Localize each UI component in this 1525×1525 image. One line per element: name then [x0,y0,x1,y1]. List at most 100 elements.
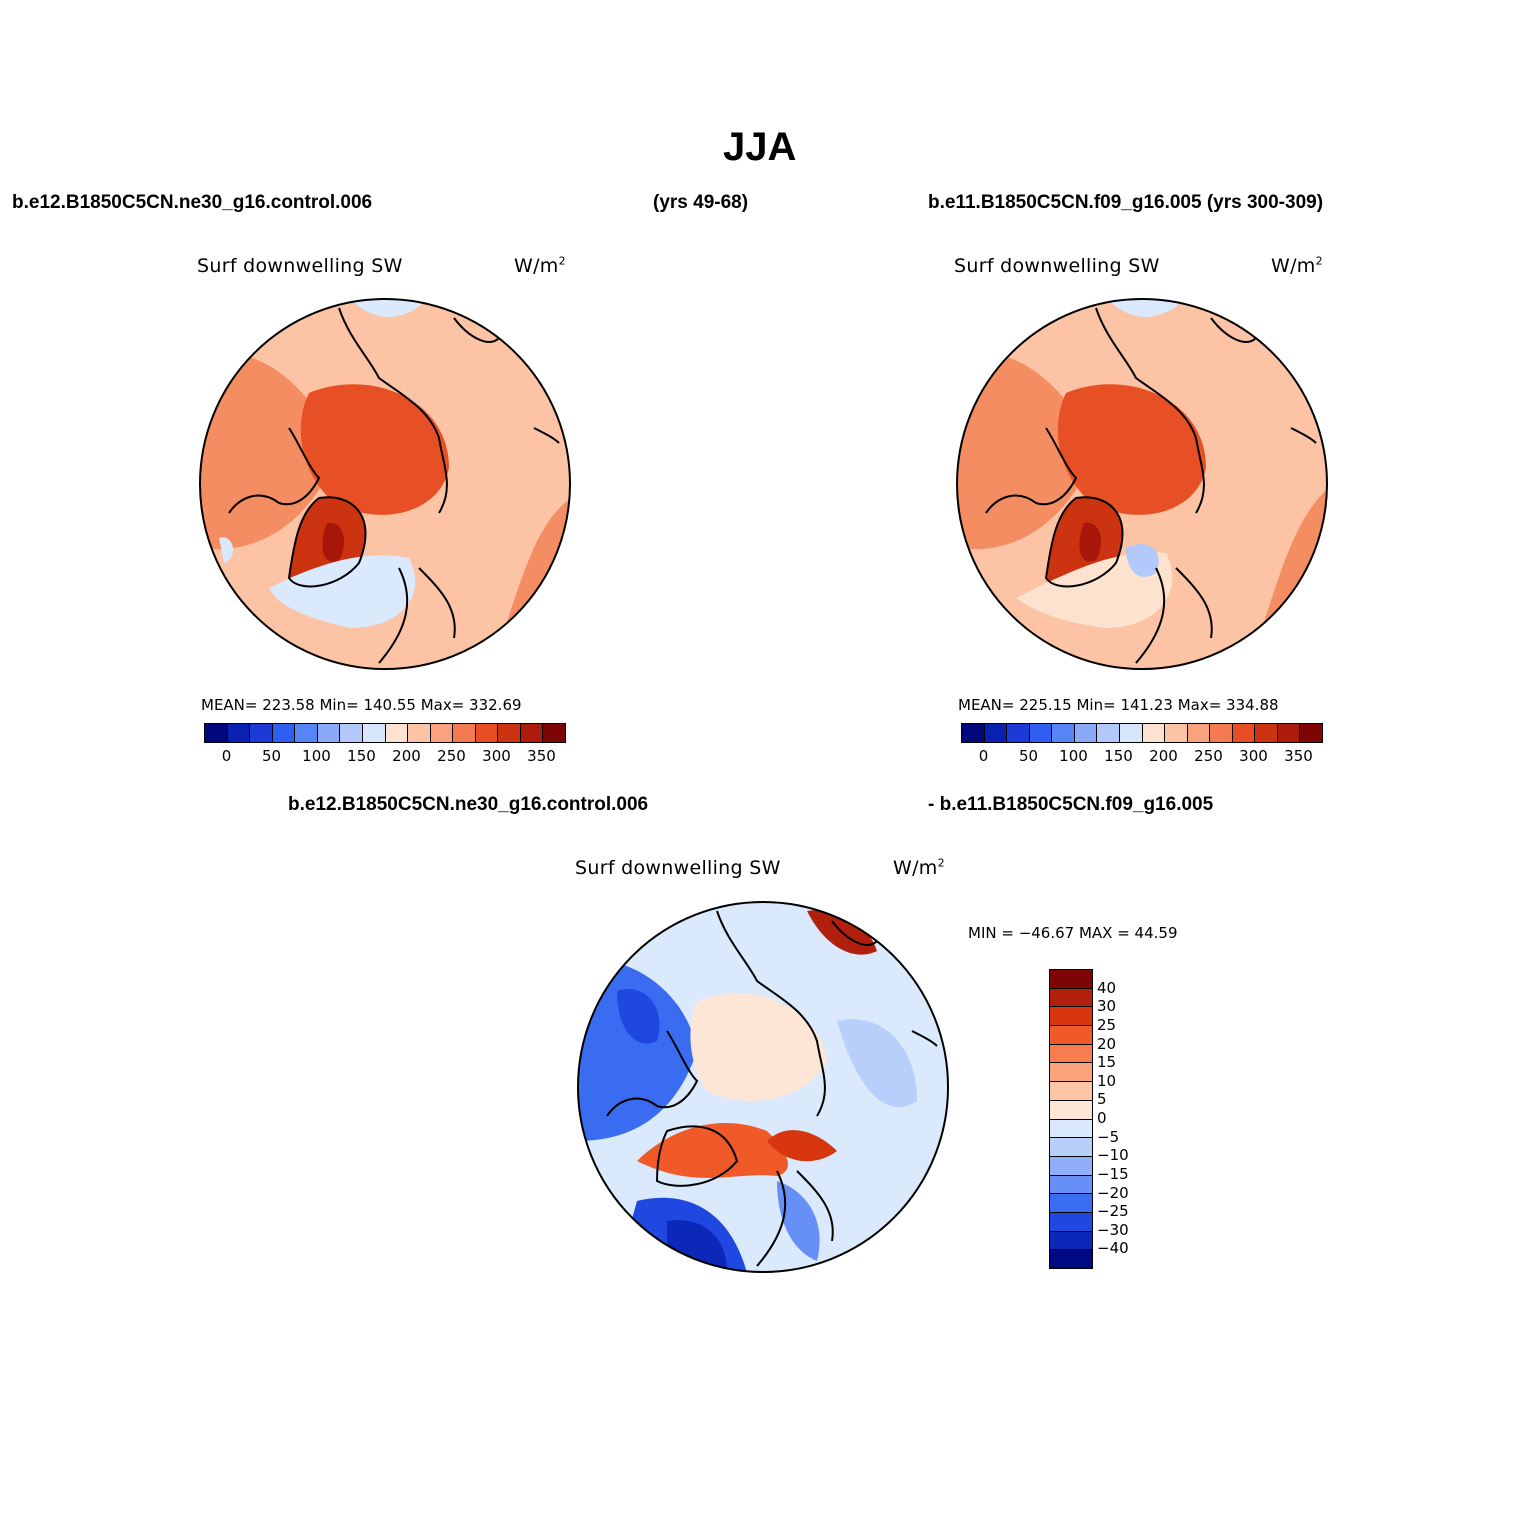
colorbar-swatch [520,724,544,742]
colorbar-swatch [272,724,296,742]
colorbar-swatch [1050,1194,1092,1213]
colorbar-tick-label: −40 [1097,1239,1129,1258]
colorbar-tick-label: 100 [302,747,331,765]
colorbar-case-a [204,723,566,743]
colorbar-swatch [1277,724,1301,742]
colorbar-tick-label: −25 [1097,1202,1129,1221]
colorbar-swatch [1050,1082,1092,1101]
colorbar-tick-label: 20 [1097,1034,1117,1053]
colorbar-tick-label: 250 [437,747,466,765]
colorbar-tick-label: −30 [1097,1220,1129,1239]
panel2-units: W/m2 [1271,254,1323,277]
colorbar-swatch [340,724,363,742]
colorbar-swatch [1097,724,1120,742]
colorbar-swatch [205,724,228,742]
colorbar-swatch [543,724,565,742]
panel2-variable: Surf downwelling SW [954,255,1160,277]
colorbar-swatch [250,724,273,742]
panel3-variable: Surf downwelling SW [575,857,781,879]
colorbar-tick-label: 150 [1104,747,1133,765]
colorbar-swatch [1050,1044,1092,1064]
colorbar-tick-label: 0 [978,747,989,765]
colorbar-swatch [1119,724,1143,742]
colorbar-swatch [1052,724,1075,742]
colorbar-tick-label: −10 [1097,1146,1129,1165]
colorbar-case-b [961,723,1323,743]
case-a-years: (yrs 49-68) [653,192,749,213]
case-a-label: b.e12.B1850C5CN.ne30_g16.control.006 [12,192,373,213]
diff-case-a-label: b.e12.B1850C5CN.ne30_g16.control.006 [288,794,649,815]
colorbar-swatch [1050,1007,1092,1027]
colorbar-tick-label: −5 [1097,1127,1120,1146]
colorbar-swatch [1050,1175,1092,1195]
colorbar-swatch [1050,988,1092,1008]
colorbar-tick-label: 25 [1097,1015,1117,1034]
colorbar-swatch [1050,1026,1092,1045]
figure-title: JJA [723,125,797,169]
colorbar-tick-label: 250 [1194,747,1223,765]
colorbar-swatch [1187,724,1211,742]
colorbar-swatch [1300,724,1322,742]
colorbar-swatch [962,724,985,742]
colorbar-swatch [362,724,386,742]
colorbar-tick-label: 200 [392,747,421,765]
colorbar-tick-label: 0 [1097,1109,1107,1127]
colorbar-swatch [1074,724,1098,742]
colorbar-swatch [1007,724,1030,742]
panel1-stats: MEAN= 223.58 Min= 140.55 Max= 332.69 [201,696,522,714]
colorbar-tick-label: 10 [1097,1071,1117,1090]
colorbar-tick-label: 350 [1284,747,1313,765]
colorbar-swatch [1050,1156,1092,1176]
colorbar-tick-label: −15 [1097,1164,1129,1183]
colorbar-swatch [295,724,318,742]
colorbar-tick-label: −20 [1097,1183,1129,1202]
colorbar-tick-label: 40 [1097,978,1117,997]
colorbar-swatch [1050,1250,1092,1268]
colorbar-tick-label: 0 [221,747,232,765]
colorbar-swatch [1255,724,1278,742]
polar-map-difference [577,901,949,1273]
panel2-stats: MEAN= 225.15 Min= 141.23 Max= 334.88 [958,696,1279,714]
colorbar-swatch [1165,724,1188,742]
colorbar-swatch [1029,724,1053,742]
colorbar-swatch [1232,724,1256,742]
colorbar-tick-label: 300 [1239,747,1268,765]
colorbar-swatch [1050,1212,1092,1232]
case-b-label: b.e11.B1850C5CN.f09_g16.005 (yrs 300-309… [928,192,1324,213]
colorbar-swatch [408,724,431,742]
colorbar-tick-label: 50 [1018,747,1039,765]
colorbar-swatch [1050,1063,1092,1083]
colorbar-swatch [1050,1100,1092,1120]
colorbar-swatch [1210,724,1233,742]
colorbar-tick-label: 150 [347,747,376,765]
colorbar-swatch [453,724,476,742]
panel1-variable: Surf downwelling SW [197,255,403,277]
colorbar-tick-label: 350 [527,747,556,765]
colorbar-tick-label: 300 [482,747,511,765]
panel3-units: W/m2 [893,856,945,879]
colorbar-tick-label: 200 [1149,747,1178,765]
colorbar-difference [1049,969,1093,1269]
colorbar-swatch [317,724,341,742]
polar-map-case-b [956,298,1328,670]
panel1-units: W/m2 [514,254,566,277]
colorbar-swatch [1050,1138,1092,1157]
polar-map-case-a [199,298,571,670]
colorbar-swatch [475,724,499,742]
colorbar-swatch [1050,1231,1092,1251]
diff-case-b-label: - b.e11.B1850C5CN.f09_g16.005 [928,794,1214,815]
colorbar-tick-label: 50 [261,747,282,765]
colorbar-swatch [227,724,251,742]
colorbar-tick-label: 30 [1097,997,1117,1016]
colorbar-swatch [1050,970,1092,989]
colorbar-tick-label: 15 [1097,1053,1117,1072]
colorbar-swatch [385,724,409,742]
colorbar-tick-label: 5 [1097,1090,1107,1109]
colorbar-swatch [1050,1119,1092,1139]
panel3-stats: MIN = −46.67 MAX = 44.59 [968,924,1178,942]
colorbar-swatch [1142,724,1166,742]
colorbar-tick-label: 100 [1059,747,1088,765]
colorbar-swatch [984,724,1008,742]
colorbar-swatch [430,724,454,742]
colorbar-swatch [498,724,521,742]
